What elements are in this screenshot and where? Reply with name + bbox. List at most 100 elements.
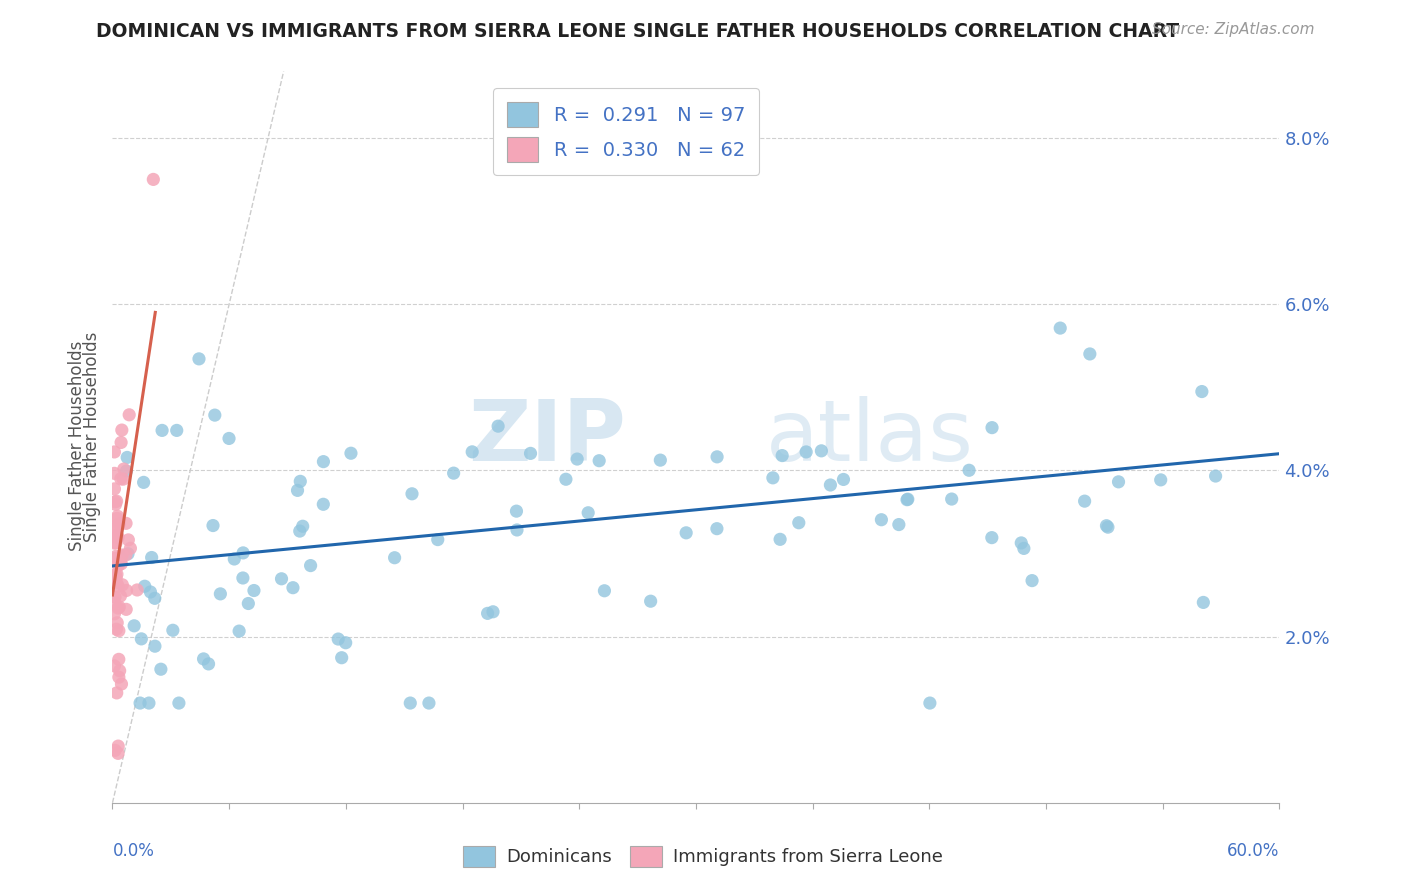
Point bbox=[104, 590, 127, 604]
Point bbox=[115, 464, 138, 478]
Point bbox=[103, 522, 125, 536]
Point bbox=[228, 624, 250, 639]
Point bbox=[505, 504, 527, 518]
Point bbox=[115, 583, 138, 598]
Point bbox=[110, 589, 132, 603]
Point bbox=[576, 506, 599, 520]
Point bbox=[108, 670, 131, 684]
Point bbox=[107, 509, 129, 524]
Point bbox=[1205, 469, 1227, 483]
Point bbox=[115, 548, 138, 562]
Point bbox=[105, 511, 128, 525]
Legend: R =  0.291   N = 97, R =  0.330   N = 62: R = 0.291 N = 97, R = 0.330 N = 62 bbox=[494, 88, 759, 176]
Point bbox=[1108, 475, 1130, 489]
Point bbox=[238, 597, 260, 611]
Text: DOMINICAN VS IMMIGRANTS FROM SIERRA LEONE SINGLE FATHER HOUSEHOLDS CORRELATION C: DOMINICAN VS IMMIGRANTS FROM SIERRA LEON… bbox=[96, 22, 1178, 41]
Point bbox=[104, 551, 127, 566]
Point bbox=[108, 664, 131, 678]
Point bbox=[291, 519, 314, 533]
Point bbox=[150, 424, 173, 438]
Point bbox=[1097, 520, 1119, 534]
Point bbox=[588, 453, 610, 467]
Point bbox=[110, 677, 132, 691]
Point bbox=[134, 579, 156, 593]
Point bbox=[193, 652, 215, 666]
Point bbox=[650, 453, 672, 467]
Point bbox=[232, 546, 254, 560]
Point bbox=[832, 472, 855, 486]
Legend: Dominicans, Immigrants from Sierra Leone: Dominicans, Immigrants from Sierra Leone bbox=[454, 837, 952, 876]
Point bbox=[110, 554, 132, 568]
Point bbox=[110, 435, 132, 450]
Point bbox=[567, 452, 589, 467]
Point bbox=[1095, 518, 1118, 533]
Point bbox=[519, 446, 541, 460]
Point bbox=[104, 497, 127, 511]
Point bbox=[117, 533, 139, 547]
Point bbox=[762, 471, 785, 485]
Point bbox=[1010, 536, 1032, 550]
Point bbox=[218, 432, 240, 446]
Point bbox=[706, 450, 728, 464]
Point bbox=[769, 533, 792, 547]
Point bbox=[104, 743, 127, 757]
Point bbox=[162, 624, 184, 638]
Point bbox=[787, 516, 810, 530]
Point bbox=[312, 455, 335, 469]
Point bbox=[112, 462, 135, 476]
Text: Single Father Households: Single Father Households bbox=[69, 341, 86, 551]
Point bbox=[820, 478, 842, 492]
Point bbox=[335, 636, 357, 650]
Point bbox=[115, 602, 138, 616]
Point bbox=[1078, 347, 1101, 361]
Point bbox=[330, 650, 353, 665]
Point bbox=[188, 351, 211, 366]
Point bbox=[104, 495, 127, 509]
Point bbox=[105, 536, 128, 550]
Point bbox=[127, 582, 149, 597]
Point bbox=[110, 557, 132, 571]
Point bbox=[209, 587, 232, 601]
Y-axis label: Single Father Households: Single Father Households bbox=[83, 332, 101, 542]
Point bbox=[426, 533, 449, 547]
Point bbox=[486, 419, 509, 434]
Point bbox=[1191, 384, 1213, 399]
Text: 60.0%: 60.0% bbox=[1227, 842, 1279, 860]
Point bbox=[103, 536, 125, 550]
Point bbox=[897, 492, 920, 507]
Point bbox=[443, 466, 465, 480]
Point bbox=[384, 550, 406, 565]
Point bbox=[122, 619, 145, 633]
Point bbox=[1021, 574, 1043, 588]
Point bbox=[107, 747, 129, 761]
Point bbox=[640, 594, 662, 608]
Point bbox=[105, 494, 128, 508]
Point bbox=[115, 516, 138, 531]
Point bbox=[918, 696, 941, 710]
Point bbox=[103, 607, 125, 621]
Point bbox=[204, 408, 226, 422]
Point bbox=[139, 585, 162, 599]
Point bbox=[103, 482, 125, 496]
Text: Source: ZipAtlas.com: Source: ZipAtlas.com bbox=[1152, 22, 1315, 37]
Point bbox=[105, 567, 128, 582]
Point bbox=[105, 571, 128, 585]
Point bbox=[167, 696, 190, 710]
Point bbox=[593, 583, 616, 598]
Point bbox=[103, 659, 125, 673]
Point bbox=[118, 408, 141, 422]
Point bbox=[870, 513, 893, 527]
Point bbox=[105, 518, 128, 533]
Point bbox=[201, 518, 224, 533]
Point bbox=[111, 548, 134, 562]
Point bbox=[108, 600, 131, 615]
Point bbox=[120, 541, 142, 556]
Point bbox=[312, 497, 335, 511]
Point bbox=[105, 575, 128, 590]
Point bbox=[941, 491, 963, 506]
Point bbox=[141, 550, 163, 565]
Point bbox=[131, 632, 153, 646]
Point bbox=[111, 578, 134, 592]
Point bbox=[482, 605, 505, 619]
Point bbox=[107, 601, 129, 615]
